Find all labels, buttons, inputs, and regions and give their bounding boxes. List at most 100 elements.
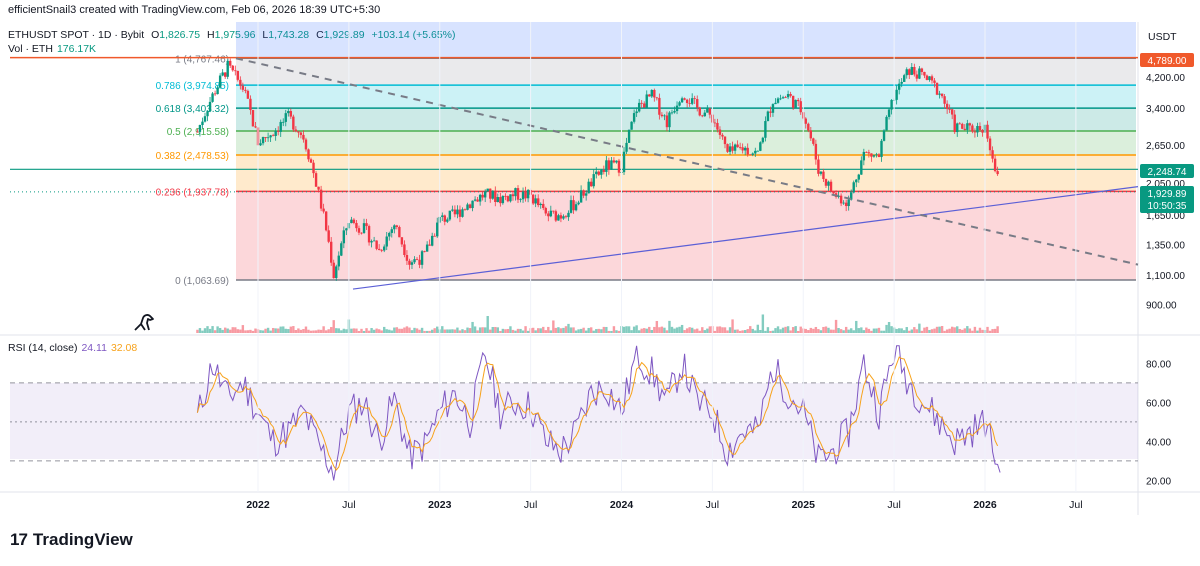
volume-legend[interactable]: Vol · ETH 176.17K (8, 43, 96, 55)
time-tick-label: 2022 (246, 499, 270, 511)
candle-body (852, 182, 855, 193)
volume-bar (812, 328, 815, 333)
rsi-legend[interactable]: RSI (14, close) 24.11 32.08 (8, 342, 137, 354)
volume-bar (483, 327, 487, 333)
candle-body (839, 195, 843, 204)
candle-body (494, 190, 497, 202)
candle-body (383, 246, 386, 251)
candle-body (458, 209, 462, 217)
candle-body (797, 99, 800, 102)
volume-bar (918, 323, 921, 333)
candle-body (809, 130, 813, 139)
candle-body (446, 219, 449, 222)
candle-body (882, 130, 886, 141)
candle-body (337, 255, 340, 267)
volume-bar (723, 327, 727, 333)
price-tick-label: 900.00 (1146, 301, 1177, 312)
candle-body (302, 134, 305, 140)
candle-body (304, 139, 308, 150)
volume-bar (668, 320, 671, 333)
volume-bar (809, 327, 813, 333)
candle-body (514, 188, 517, 197)
volume-bar (504, 329, 507, 333)
candle-body (483, 191, 487, 198)
candle-body (696, 99, 699, 108)
volume-bar (249, 329, 252, 333)
volume-bar (584, 330, 588, 333)
volume-bar (360, 328, 363, 333)
tradingview-logo[interactable]: 17 TradingView (10, 530, 133, 550)
rsi-label: RSI (14, close) (8, 342, 78, 354)
symbol-legend[interactable]: ETHUSDT SPOT · 1D · Bybit O1,826.75 H1,9… (8, 29, 456, 41)
fib-zone (236, 108, 1136, 131)
candle-body (196, 131, 199, 133)
rsi-ma-value: 32.08 (110, 342, 138, 354)
candle-body (322, 208, 325, 212)
candle-body (660, 114, 664, 117)
volume-bar (829, 329, 833, 333)
volume-bar (415, 328, 419, 333)
candle-body (521, 191, 525, 200)
open-value: 1,826.75 (159, 29, 201, 41)
volume-bar (895, 328, 898, 333)
candle-body (420, 251, 424, 265)
volume-bar (345, 329, 348, 333)
volume-bar (915, 329, 919, 333)
chart-credit: efficientSnail3 created with TradingView… (8, 4, 381, 16)
volume-bar (254, 328, 257, 333)
candle-body (536, 198, 540, 206)
volume-bar (494, 326, 497, 333)
volume-bar (716, 326, 719, 333)
volume-bar (670, 326, 674, 333)
volume-bar (708, 326, 712, 333)
volume-bar (890, 326, 893, 333)
symbol-title[interactable]: ETHUSDT SPOT · 1D · Bybit (8, 29, 145, 41)
candle-body (595, 171, 598, 175)
volume-bar (574, 330, 578, 333)
volume-bar (276, 328, 280, 333)
volume-bar (718, 326, 722, 333)
candle-body (380, 249, 383, 251)
volume-bar (764, 330, 767, 333)
volume-bar (673, 328, 676, 333)
close-label: C (316, 29, 324, 41)
candle-body (587, 181, 590, 194)
volume-bar (352, 328, 356, 333)
volume-bar (299, 329, 303, 333)
volume-bar (675, 327, 679, 333)
candle-body (579, 190, 583, 203)
candle-body (297, 131, 300, 133)
volume-bar (658, 327, 661, 333)
candle-body (741, 147, 744, 151)
volume-bar (728, 327, 732, 333)
volume-bar (797, 330, 800, 333)
dinosaur-icon[interactable] (134, 314, 154, 331)
candle-body (706, 108, 709, 113)
candle-body (249, 98, 252, 111)
volume-bar (506, 329, 510, 333)
candle-body (918, 68, 921, 79)
volume-bar (309, 330, 313, 333)
open-label: O (151, 29, 160, 41)
candle-body (282, 121, 285, 123)
candle-body (314, 173, 318, 187)
candle-body (271, 135, 275, 137)
candle-body (948, 108, 951, 110)
candle-body (829, 181, 833, 192)
volume-bar (905, 327, 908, 333)
volume-bar (996, 326, 999, 333)
volume-bar (441, 326, 444, 333)
candle-body (433, 235, 436, 237)
volume-bar (531, 327, 535, 333)
candle-body (499, 197, 502, 204)
candle-body (976, 125, 979, 133)
rsi-tick-label: 40.00 (1146, 437, 1171, 448)
candle-body (610, 160, 613, 170)
fib-level-label: 0.382 (2,478.53) (156, 151, 229, 162)
volume-bar (966, 326, 969, 333)
currency-label[interactable]: USDT (1148, 31, 1177, 43)
volume-bar (789, 330, 792, 333)
candle-body (360, 232, 363, 234)
volume-bar (274, 328, 277, 333)
